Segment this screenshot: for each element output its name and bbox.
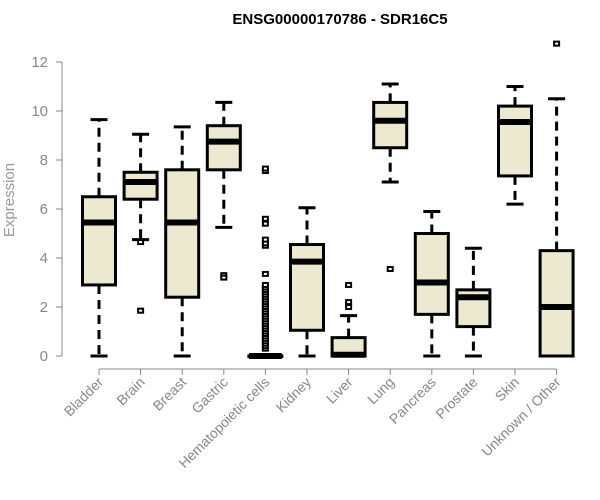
y-tick-label: 10 bbox=[31, 103, 48, 120]
box-liver bbox=[330, 281, 367, 358]
boxes bbox=[81, 40, 575, 359]
y-tick-label: 0 bbox=[40, 348, 48, 365]
x-tick-label: Brain bbox=[113, 374, 147, 408]
x-tick-label: Lung bbox=[364, 374, 397, 407]
outlier-point bbox=[261, 270, 269, 277]
box-lung bbox=[372, 82, 409, 273]
y-axis-label: Expression bbox=[1, 163, 18, 237]
outlier-point bbox=[345, 299, 353, 306]
x-tick-label: Prostate bbox=[432, 374, 480, 422]
x-tick-label: Skin bbox=[492, 374, 523, 405]
x-tick-label: Kidney bbox=[273, 374, 315, 416]
box-skin bbox=[497, 85, 533, 206]
y-tick-label: 6 bbox=[40, 201, 48, 218]
box-breast bbox=[164, 125, 201, 358]
box-pancreas bbox=[413, 209, 450, 358]
outlier-point bbox=[261, 281, 269, 288]
box-iqr bbox=[122, 170, 159, 201]
outlier-point bbox=[137, 307, 145, 314]
box-iqr bbox=[164, 168, 201, 299]
outlier-point bbox=[137, 239, 145, 246]
chart-title: ENSG00000170786 - SDR16C5 bbox=[232, 11, 447, 28]
x-tick-label: Breast bbox=[149, 374, 189, 414]
outlier-point bbox=[553, 40, 561, 47]
y-tick-label: 4 bbox=[40, 250, 48, 267]
outlier-point bbox=[220, 274, 228, 281]
x-tick-label: Bladder bbox=[61, 374, 107, 420]
box-hematopoietic-cells bbox=[247, 165, 284, 359]
outlier-point bbox=[261, 215, 269, 222]
box-iqr bbox=[538, 249, 575, 358]
y-axis: 0 2 4 6 8 10 12 bbox=[31, 54, 63, 365]
box-iqr bbox=[372, 100, 409, 150]
box-iqr bbox=[289, 243, 325, 332]
box-bladder bbox=[81, 118, 117, 358]
y-tick-label: 8 bbox=[40, 152, 48, 169]
outlier-point bbox=[345, 304, 353, 310]
box-brain bbox=[122, 132, 159, 314]
outlier-point bbox=[261, 236, 269, 243]
box-prostate bbox=[455, 246, 492, 358]
x-tick-label: Liver bbox=[323, 374, 356, 407]
outlier-point bbox=[345, 281, 353, 288]
y-tick-label: 12 bbox=[31, 54, 48, 71]
outlier-point bbox=[386, 266, 394, 273]
box-unknown-other bbox=[538, 40, 575, 358]
box-iqr bbox=[81, 195, 117, 287]
box-iqr bbox=[413, 232, 450, 316]
y-tick-label: 2 bbox=[40, 299, 48, 316]
box-kidney bbox=[289, 206, 325, 358]
outlier-point bbox=[261, 165, 269, 172]
box-iqr bbox=[205, 124, 242, 172]
outlier-point bbox=[261, 220, 269, 227]
box-iqr bbox=[497, 104, 533, 178]
box-gastric bbox=[205, 100, 242, 281]
x-tick-label: Unknown / Other bbox=[478, 374, 564, 460]
